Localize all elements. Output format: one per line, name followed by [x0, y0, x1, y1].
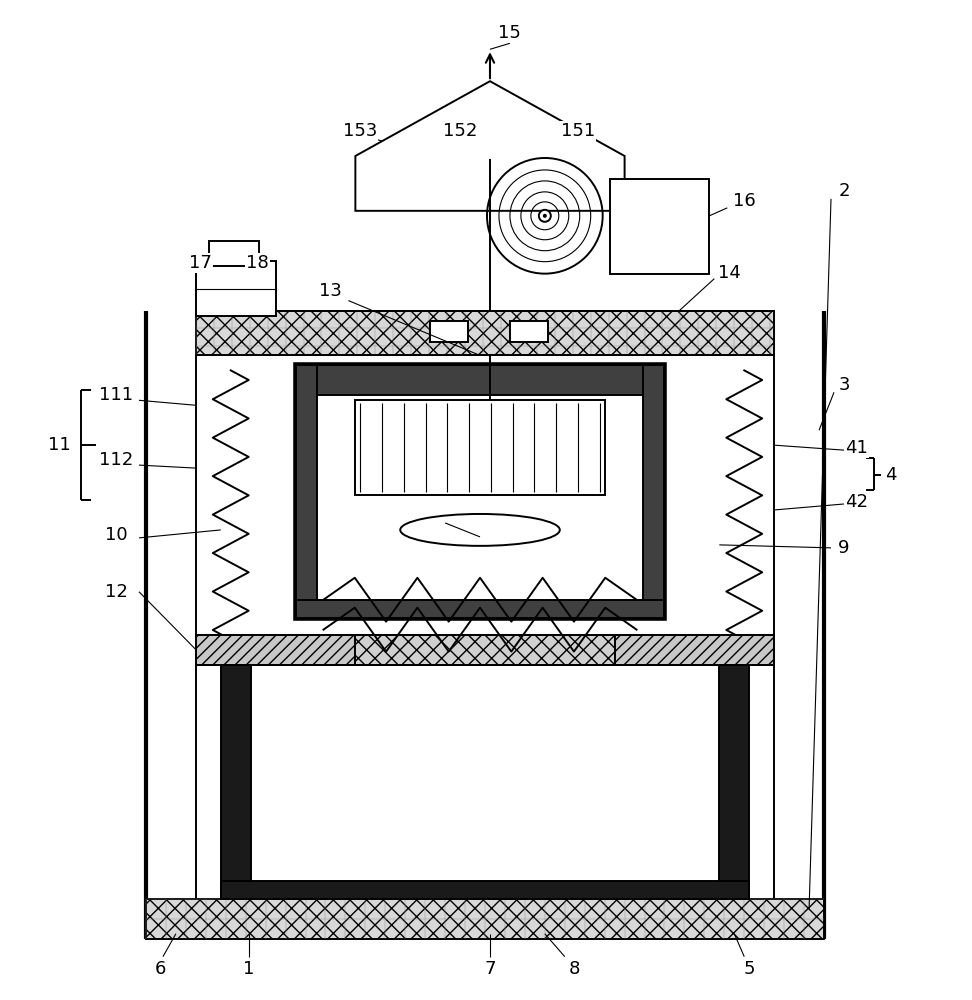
Ellipse shape	[400, 514, 560, 546]
Text: 112: 112	[99, 451, 133, 469]
Text: 3: 3	[838, 376, 850, 394]
Bar	[195, 635, 356, 665]
Bar	[356, 635, 614, 665]
Bar	[221, 881, 749, 899]
Bar	[295, 365, 318, 618]
Text: 152: 152	[443, 122, 477, 140]
Text: 18: 18	[246, 254, 269, 272]
Text: 1: 1	[243, 960, 255, 978]
Bar	[719, 665, 749, 899]
Bar	[609, 179, 710, 274]
Bar	[642, 365, 665, 618]
Bar	[295, 600, 665, 618]
Bar	[295, 365, 665, 618]
Text: 9: 9	[838, 539, 850, 557]
Bar	[146, 899, 824, 939]
Bar	[510, 321, 548, 342]
Text: 2: 2	[838, 182, 850, 200]
Text: 11: 11	[48, 436, 71, 454]
Circle shape	[542, 214, 547, 218]
Text: 7: 7	[484, 960, 496, 978]
Text: 42: 42	[846, 493, 868, 511]
Bar	[221, 665, 251, 899]
Text: 15: 15	[499, 24, 521, 42]
Circle shape	[538, 210, 551, 222]
Bar	[209, 241, 259, 266]
Bar	[195, 261, 276, 316]
Text: 111: 111	[99, 386, 133, 404]
Bar	[431, 321, 469, 342]
Text: 151: 151	[561, 122, 595, 140]
Bar	[356, 400, 605, 495]
Bar	[195, 311, 774, 355]
Text: 153: 153	[343, 122, 377, 140]
Polygon shape	[356, 81, 625, 211]
Text: 5: 5	[744, 960, 755, 978]
Bar	[195, 635, 774, 665]
Text: 17: 17	[190, 254, 212, 272]
Text: 4: 4	[885, 466, 896, 484]
Bar	[295, 365, 665, 395]
Text: 13: 13	[319, 282, 342, 300]
Text: 41: 41	[846, 439, 868, 457]
Bar	[614, 635, 774, 665]
Text: 10: 10	[105, 526, 127, 544]
Text: 14: 14	[718, 264, 741, 282]
Text: 12: 12	[105, 583, 127, 601]
Text: 16: 16	[733, 192, 755, 210]
Text: 8: 8	[569, 960, 580, 978]
Text: 6: 6	[156, 960, 166, 978]
